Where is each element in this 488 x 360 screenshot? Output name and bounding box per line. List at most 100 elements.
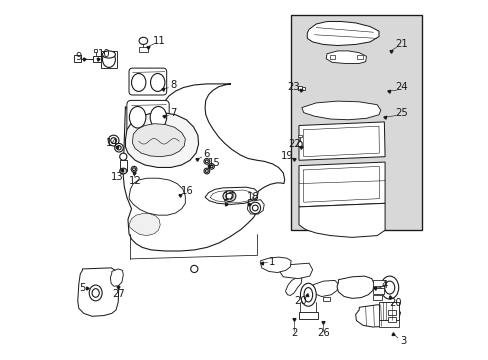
Text: 20: 20: [389, 298, 401, 308]
Ellipse shape: [129, 107, 145, 128]
Ellipse shape: [225, 193, 233, 199]
Bar: [372, 280, 385, 286]
Text: 22: 22: [288, 139, 301, 149]
Bar: [290, 15, 421, 230]
Polygon shape: [298, 203, 384, 237]
Polygon shape: [247, 200, 264, 214]
Text: 4: 4: [381, 280, 387, 290]
Text: 9: 9: [76, 52, 82, 62]
Polygon shape: [132, 124, 185, 157]
Bar: [101, 51, 117, 68]
Bar: [322, 297, 329, 301]
Polygon shape: [355, 305, 400, 327]
Bar: [74, 55, 81, 62]
Ellipse shape: [208, 163, 214, 169]
Text: 18: 18: [246, 192, 259, 202]
Bar: [378, 320, 398, 327]
Text: 13: 13: [111, 172, 123, 182]
Ellipse shape: [89, 285, 102, 301]
Text: 3: 3: [399, 336, 406, 346]
Ellipse shape: [102, 51, 115, 67]
Bar: [297, 86, 301, 90]
Polygon shape: [301, 101, 380, 120]
Text: 23: 23: [286, 82, 299, 93]
Ellipse shape: [139, 37, 147, 44]
Text: 24: 24: [394, 82, 407, 93]
Text: 5: 5: [79, 283, 85, 293]
Polygon shape: [306, 22, 378, 45]
Ellipse shape: [205, 170, 208, 172]
Bar: [378, 302, 398, 320]
Text: 19: 19: [280, 150, 293, 161]
Bar: [94, 49, 97, 51]
Ellipse shape: [210, 165, 212, 168]
Bar: [372, 295, 381, 300]
Text: 2: 2: [290, 328, 297, 338]
Polygon shape: [279, 263, 312, 279]
Ellipse shape: [131, 166, 137, 172]
Ellipse shape: [150, 107, 166, 128]
Ellipse shape: [203, 168, 209, 174]
Ellipse shape: [108, 135, 119, 146]
Text: 6: 6: [203, 149, 210, 159]
Polygon shape: [125, 113, 198, 167]
Text: 8: 8: [170, 80, 176, 90]
Polygon shape: [129, 214, 160, 235]
Ellipse shape: [304, 288, 312, 302]
Bar: [329, 55, 335, 59]
FancyBboxPatch shape: [126, 100, 169, 133]
Polygon shape: [325, 51, 366, 63]
Text: 26: 26: [316, 328, 329, 338]
Polygon shape: [285, 277, 301, 296]
Ellipse shape: [102, 51, 115, 58]
Polygon shape: [204, 187, 258, 204]
Bar: [387, 310, 395, 315]
Polygon shape: [336, 276, 373, 298]
Polygon shape: [260, 257, 290, 273]
Ellipse shape: [203, 158, 209, 164]
Ellipse shape: [92, 289, 99, 297]
Text: 1: 1: [269, 257, 275, 267]
Bar: [298, 312, 317, 319]
Polygon shape: [298, 162, 384, 207]
Text: 25: 25: [394, 108, 407, 118]
Ellipse shape: [300, 283, 316, 306]
Polygon shape: [110, 269, 123, 286]
Polygon shape: [129, 178, 185, 215]
Bar: [301, 87, 305, 90]
Bar: [387, 317, 395, 322]
Ellipse shape: [150, 73, 164, 91]
Text: 10: 10: [98, 49, 110, 59]
Text: 12: 12: [128, 176, 141, 186]
Ellipse shape: [120, 168, 126, 174]
Text: 21: 21: [394, 40, 407, 49]
Polygon shape: [298, 122, 384, 160]
Ellipse shape: [190, 265, 198, 273]
Ellipse shape: [252, 205, 258, 211]
Bar: [93, 56, 101, 62]
Text: 15: 15: [207, 158, 220, 168]
Bar: [298, 135, 301, 137]
Ellipse shape: [117, 145, 121, 150]
Text: 16: 16: [181, 186, 193, 197]
Text: 14: 14: [106, 139, 119, 148]
Bar: [372, 288, 383, 294]
FancyBboxPatch shape: [129, 68, 166, 95]
Ellipse shape: [297, 141, 302, 147]
Text: 20: 20: [293, 296, 306, 306]
Text: 11: 11: [152, 36, 165, 46]
Bar: [139, 47, 147, 51]
Ellipse shape: [249, 202, 260, 214]
Polygon shape: [312, 280, 338, 297]
Text: 27: 27: [112, 289, 124, 299]
Polygon shape: [123, 84, 284, 251]
Polygon shape: [78, 268, 119, 316]
Bar: [120, 160, 126, 171]
Ellipse shape: [131, 73, 145, 91]
Ellipse shape: [120, 153, 126, 160]
Ellipse shape: [380, 276, 398, 299]
Ellipse shape: [384, 281, 394, 294]
Text: 17: 17: [223, 192, 235, 202]
Ellipse shape: [205, 160, 208, 163]
Ellipse shape: [115, 143, 123, 152]
